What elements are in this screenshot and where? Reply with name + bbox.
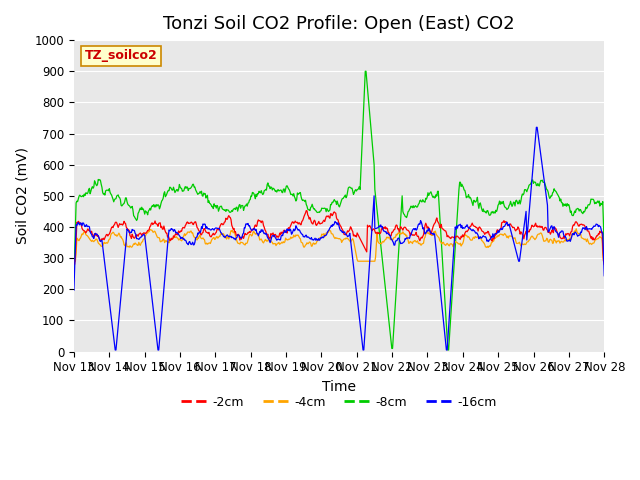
- Title: Tonzi Soil CO2 Profile: Open (East) CO2: Tonzi Soil CO2 Profile: Open (East) CO2: [163, 15, 515, 33]
- Legend: -2cm, -4cm, -8cm, -16cm: -2cm, -4cm, -8cm, -16cm: [177, 391, 502, 414]
- X-axis label: Time: Time: [322, 380, 356, 394]
- Text: TZ_soilco2: TZ_soilco2: [84, 49, 157, 62]
- Y-axis label: Soil CO2 (mV): Soil CO2 (mV): [15, 147, 29, 244]
